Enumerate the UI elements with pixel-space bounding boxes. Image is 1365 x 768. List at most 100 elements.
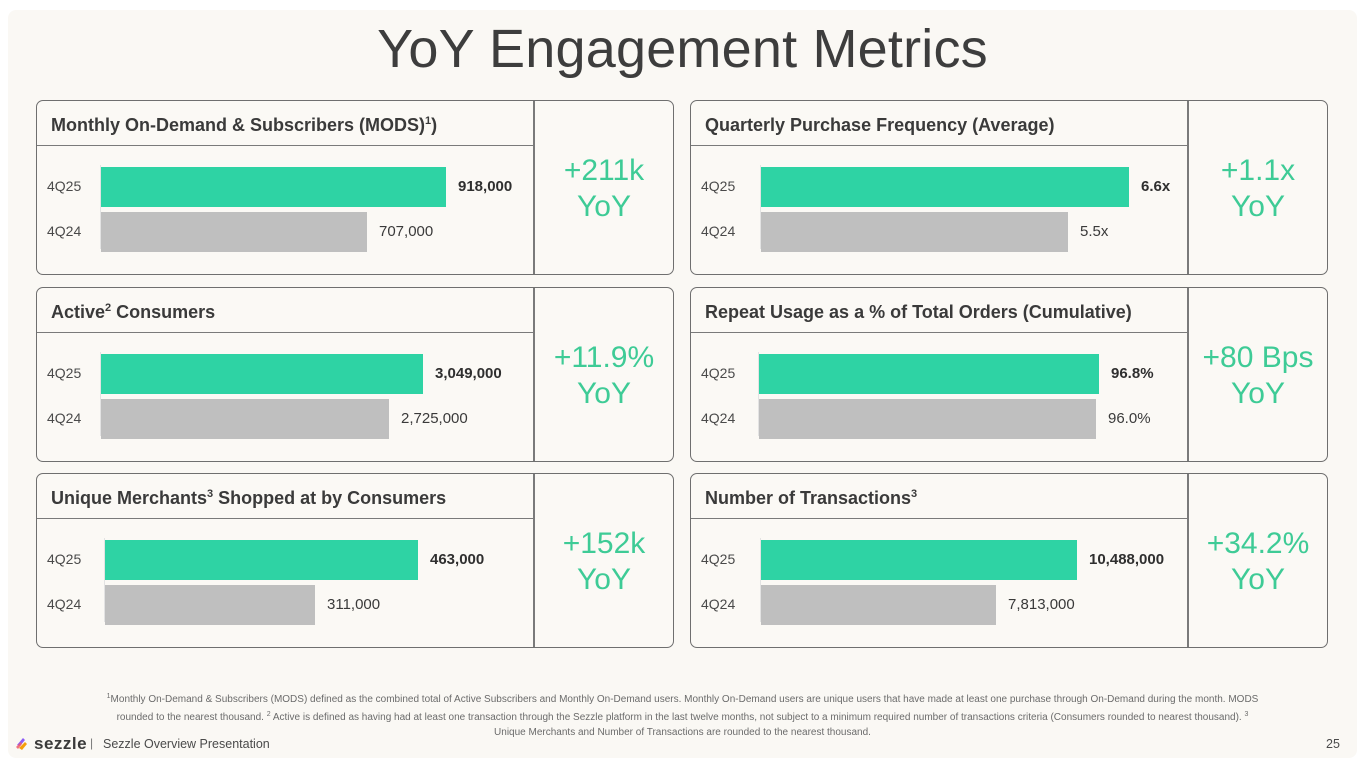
metric-panel: Active2 Consumers +11.9% YoY 4Q25 3,049,0…: [36, 287, 674, 462]
panel-title-text: Monthly On-Demand & Subscribers (MODS): [51, 115, 426, 135]
metric-panel: Quarterly Purchase Frequency (Average) +…: [690, 100, 1328, 275]
panel-divider: [533, 101, 535, 274]
bar-4q24: [759, 399, 1096, 439]
category-label: 4Q24: [47, 596, 82, 612]
sezzle-logo-icon: [16, 738, 27, 750]
value-label-4q25: 6.6x: [1141, 178, 1171, 195]
yoy-label: YoY: [1231, 190, 1285, 223]
footnote-part-2: Active is defined as having had at least…: [270, 712, 1245, 723]
bar-4q24: [101, 399, 389, 439]
metric-panel: Monthly On-Demand & Subscribers (MODS)1)…: [36, 100, 674, 275]
bar-4q24: [761, 212, 1068, 252]
panel-header: Active2 Consumers: [37, 288, 533, 333]
category-label: 4Q24: [701, 410, 736, 426]
panel-title-footnote-ref: 1: [425, 115, 432, 127]
metric-panel: Repeat Usage as a % of Total Orders (Cum…: [690, 287, 1328, 462]
panel-title-text: Quarterly Purchase Frequency (Average): [705, 115, 1055, 135]
bar-4q25: [101, 354, 423, 394]
yoy-value: +34.2%: [1206, 527, 1310, 560]
value-label-4q25: 918,000: [458, 178, 513, 195]
category-label: 4Q25: [47, 365, 82, 381]
footnote-part-1: Monthly On-Demand & Subscribers (MODS) d…: [110, 694, 1259, 723]
panel-divider: [533, 288, 535, 461]
category-label: 4Q25: [701, 551, 736, 567]
bar-4q25: [101, 167, 446, 207]
value-label-4q24: 311,000: [327, 596, 381, 613]
bar-4q25: [759, 354, 1099, 394]
yoy-change: +11.9% YoY: [535, 340, 673, 412]
yoy-value: +1.1x: [1220, 154, 1296, 187]
footnote: 1Monthly On-Demand & Subscribers (MODS) …: [100, 689, 1265, 740]
value-label-4q25: 463,000: [430, 551, 485, 568]
yoy-change: +152k YoY: [535, 526, 673, 598]
panel-header: Repeat Usage as a % of Total Orders (Cum…: [691, 288, 1187, 333]
yoy-change: +34.2% YoY: [1189, 526, 1327, 598]
panel-title: Number of Transactions3: [705, 488, 917, 509]
panel-title-footnote-ref: 3: [911, 488, 918, 500]
panel-title: Unique Merchants3 Shopped at by Consumer…: [51, 488, 446, 509]
category-label: 4Q25: [47, 178, 82, 194]
value-label-4q24: 5.5x: [1080, 223, 1109, 240]
yoy-change: +211k YoY: [535, 153, 673, 225]
value-label-4q25: 96.8%: [1111, 365, 1154, 382]
category-label: 4Q24: [701, 223, 736, 239]
yoy-label: YoY: [577, 563, 631, 596]
bar-axis: [760, 165, 761, 249]
yoy-change: +1.1x YoY: [1189, 153, 1327, 225]
panel-title-text: Repeat Usage as a % of Total Orders (Cum…: [705, 302, 1132, 322]
value-label-4q24: 7,813,000: [1008, 596, 1075, 613]
panel-title-suffix: ): [431, 115, 438, 135]
panel-title-footnote-ref: 2: [105, 302, 112, 314]
value-label-4q24: 96.0%: [1108, 410, 1151, 427]
yoy-label: YoY: [1231, 377, 1285, 410]
bar-4q25: [105, 540, 418, 580]
metric-panel: Number of Transactions3 +34.2% YoY 4Q25 1…: [690, 473, 1328, 648]
bar-axis: [758, 352, 759, 436]
footnote-sup-3: 3: [1244, 711, 1249, 718]
panel-title: Monthly On-Demand & Subscribers (MODS)1): [51, 115, 437, 136]
category-label: 4Q24: [47, 410, 82, 426]
bar-axis: [100, 352, 101, 436]
panel-header: Monthly On-Demand & Subscribers (MODS)1): [37, 101, 533, 146]
value-label-4q24: 2,725,000: [401, 410, 468, 427]
footnote-sup-1: 1: [106, 693, 111, 700]
yoy-value: +211k: [563, 154, 645, 187]
category-label: 4Q24: [701, 596, 736, 612]
panel-divider: [1187, 474, 1189, 647]
yoy-label: YoY: [1231, 563, 1285, 596]
bar-4q24: [761, 585, 996, 625]
bar-4q25: [761, 540, 1077, 580]
value-label-4q24: 707,000: [379, 223, 434, 240]
panel-header: Number of Transactions3: [691, 474, 1187, 519]
yoy-label: YoY: [577, 377, 631, 410]
panel-title-suffix: Shopped at by Consumers: [213, 488, 447, 508]
yoy-label: YoY: [577, 190, 631, 223]
yoy-change: +80 Bps YoY: [1189, 340, 1327, 412]
panel-title: Quarterly Purchase Frequency (Average): [705, 115, 1054, 136]
footer-presentation-title: Sezzle Overview Presentation: [103, 737, 270, 751]
bar-axis: [760, 538, 761, 622]
panel-title-text: Active: [51, 302, 106, 322]
panel-title: Active2 Consumers: [51, 302, 215, 323]
panel-header: Unique Merchants3 Shopped at by Consumer…: [37, 474, 533, 519]
yoy-value: +152k: [562, 527, 646, 560]
brand-name: sezzle: [34, 734, 88, 753]
bar-axis: [104, 538, 105, 622]
footer-separator: |: [90, 736, 94, 750]
footnote-part-3: Unique Merchants and Number of Transacti…: [494, 727, 871, 738]
category-label: 4Q25: [701, 365, 736, 381]
panel-title-footnote-ref: 3: [207, 488, 214, 500]
category-label: 4Q25: [47, 551, 82, 567]
category-label: 4Q25: [701, 178, 736, 194]
bar-4q25: [761, 167, 1129, 207]
panel-divider: [533, 474, 535, 647]
footnote-sup-2: 2: [266, 711, 271, 718]
panel-title-suffix: Consumers: [111, 302, 216, 322]
value-label-4q25: 10,488,000: [1089, 551, 1165, 568]
yoy-value: +80 Bps: [1202, 341, 1314, 374]
yoy-value: +11.9%: [553, 341, 655, 374]
value-label-4q25: 3,049,000: [435, 365, 502, 382]
panel-divider: [1187, 101, 1189, 274]
bar-4q24: [105, 585, 315, 625]
panel-title-text: Number of Transactions: [705, 488, 912, 508]
